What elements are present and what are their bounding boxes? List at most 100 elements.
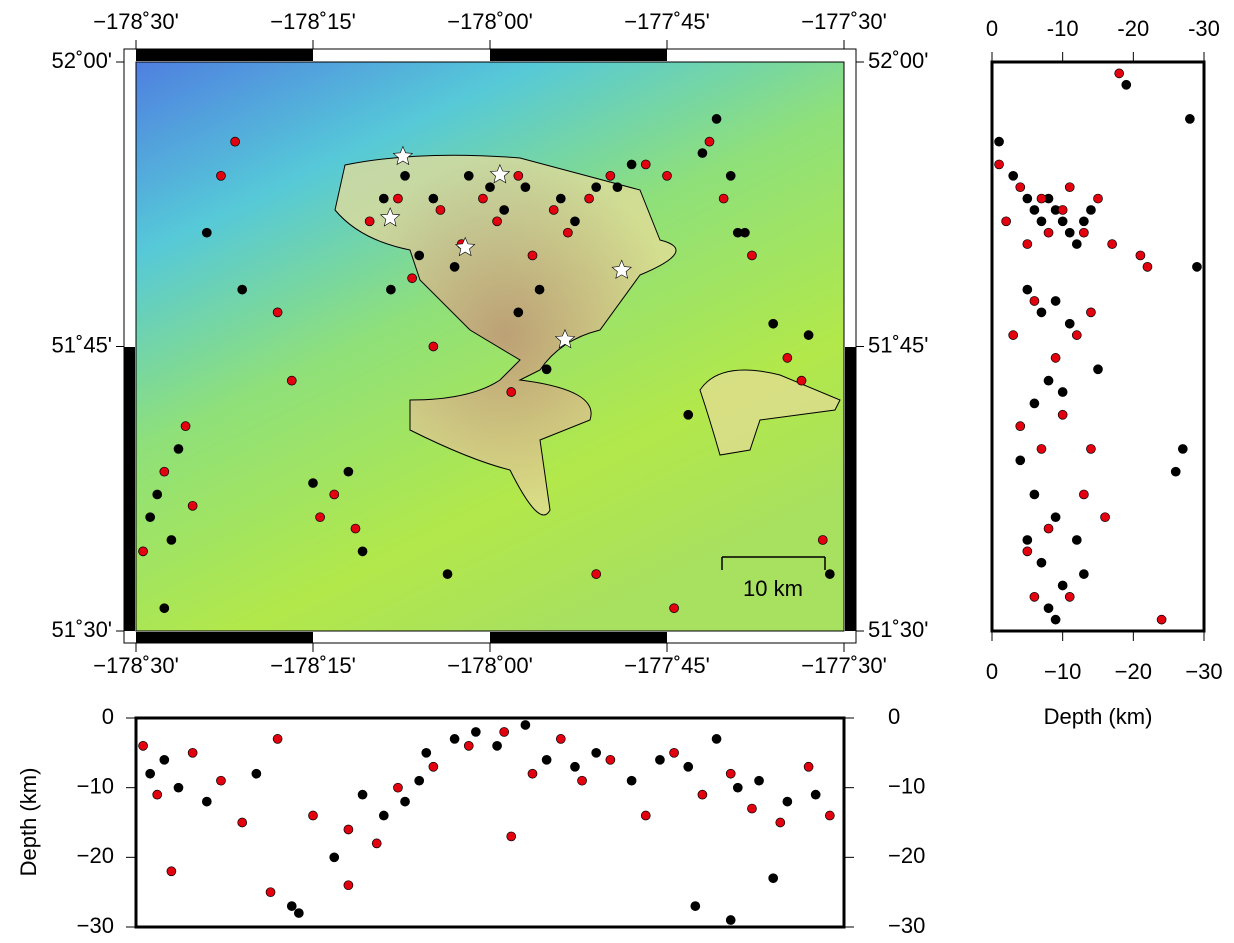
event-point — [343, 880, 354, 891]
event-point — [1022, 535, 1033, 545]
event-point — [640, 159, 651, 170]
event-point — [591, 182, 602, 193]
event-point — [994, 159, 1004, 170]
event-point — [1079, 489, 1089, 500]
y-tick-label: −10 — [888, 773, 925, 798]
event-point — [1036, 444, 1047, 454]
event-point — [669, 603, 679, 614]
event-point — [343, 466, 354, 477]
star-marker — [611, 259, 632, 279]
event-point — [272, 734, 283, 744]
event-point — [1192, 261, 1202, 272]
event-point — [1008, 330, 1019, 340]
event-point — [1029, 296, 1040, 306]
event-point — [1043, 375, 1054, 386]
y-tick-label: −20 — [888, 843, 925, 868]
event-point — [747, 250, 757, 261]
plot-area — [994, 68, 1202, 625]
event-point — [1022, 193, 1033, 204]
event-point — [683, 761, 694, 772]
event-point — [683, 409, 694, 420]
event-point — [810, 789, 821, 800]
event-point — [527, 768, 538, 779]
y-tick-label: −30 — [77, 913, 114, 938]
event-point — [1086, 444, 1096, 454]
event-point — [725, 170, 736, 181]
event-point — [506, 831, 517, 842]
x-tick-label: −178˚15' — [270, 9, 356, 34]
x-tick-label: 0 — [986, 16, 998, 41]
event-point — [237, 284, 248, 295]
x-tick-label: −10 — [1044, 659, 1081, 684]
event-point — [492, 216, 502, 227]
event-point — [1043, 523, 1054, 534]
event-point — [1071, 239, 1082, 249]
event-point — [1079, 216, 1089, 227]
event-point — [754, 775, 764, 786]
event-point — [1079, 227, 1089, 238]
event-point — [655, 754, 665, 765]
event-point — [994, 136, 1004, 147]
event-point — [555, 193, 566, 204]
x-tick-label: −30 — [1185, 659, 1222, 684]
event-point — [740, 227, 750, 238]
event-point — [803, 330, 814, 340]
event-point — [1057, 387, 1068, 397]
event-point — [308, 478, 318, 488]
event-point — [1064, 227, 1075, 238]
event-point — [768, 873, 779, 884]
event-point — [1043, 227, 1054, 238]
event-point — [1036, 307, 1047, 318]
event-point — [357, 546, 368, 557]
event-point — [570, 216, 580, 227]
event-point — [145, 768, 156, 779]
event-point — [1015, 421, 1026, 432]
event-point — [1057, 580, 1068, 591]
event-point — [1086, 205, 1096, 215]
event-point — [187, 500, 198, 511]
x-tick-label: −177˚45' — [624, 653, 710, 678]
event-point — [1071, 330, 1082, 340]
event-point — [1029, 398, 1040, 409]
event-point — [173, 782, 184, 793]
event-point — [1107, 239, 1117, 249]
event-point — [669, 747, 679, 758]
event-point — [1079, 569, 1089, 579]
event-point — [265, 887, 276, 898]
event-point — [584, 193, 594, 204]
event-point — [237, 817, 248, 828]
event-point — [378, 810, 389, 821]
event-point — [159, 466, 170, 477]
event-point — [1036, 193, 1047, 204]
x-tick-label: -20 — [1117, 16, 1149, 41]
event-point — [711, 734, 722, 744]
event-point — [286, 901, 297, 911]
event-point — [1156, 614, 1167, 625]
event-point — [152, 489, 163, 500]
star-marker — [554, 328, 576, 349]
star-marker — [379, 207, 401, 227]
x-tick-label: 0 — [986, 659, 998, 684]
x-tick-label: −178˚00' — [447, 9, 533, 34]
event-point — [704, 136, 715, 147]
event-point — [449, 261, 460, 272]
event-point — [463, 170, 474, 181]
event-point — [555, 734, 566, 744]
y-tick-label: 51˚45' — [868, 332, 928, 357]
event-point — [428, 761, 439, 772]
event-point — [541, 364, 552, 375]
event-point — [1185, 114, 1195, 124]
event-point — [1170, 466, 1181, 477]
plot-area — [138, 114, 835, 614]
event-point — [350, 523, 361, 534]
star-marker — [392, 145, 414, 166]
event-point — [662, 170, 672, 181]
y-axis-label: Depth (km) — [16, 768, 41, 877]
x-tick-label: −20 — [1115, 659, 1152, 684]
event-point — [1093, 364, 1103, 375]
event-point — [1029, 592, 1040, 602]
event-point — [612, 182, 623, 193]
event-point — [138, 741, 148, 751]
event-point — [824, 810, 835, 821]
